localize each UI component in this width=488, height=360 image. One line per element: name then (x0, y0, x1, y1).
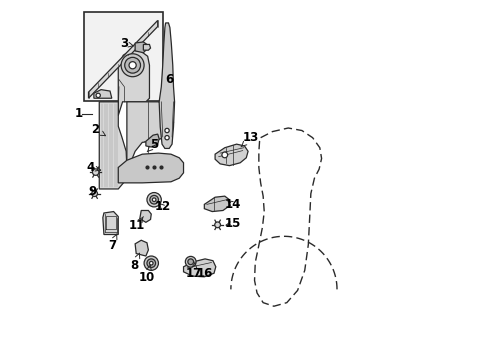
Circle shape (149, 261, 153, 265)
Text: 7: 7 (107, 233, 117, 252)
Circle shape (92, 191, 97, 197)
Polygon shape (135, 42, 147, 53)
Text: 15: 15 (224, 217, 241, 230)
Polygon shape (118, 153, 183, 183)
Circle shape (129, 62, 136, 69)
Circle shape (147, 259, 155, 267)
Text: 6: 6 (165, 73, 173, 86)
Polygon shape (183, 259, 215, 277)
Text: 4: 4 (87, 161, 101, 174)
Circle shape (152, 198, 156, 202)
Text: 14: 14 (224, 198, 241, 211)
Circle shape (164, 129, 169, 133)
Polygon shape (204, 196, 229, 212)
Circle shape (144, 256, 158, 270)
Circle shape (121, 54, 144, 77)
Text: 5: 5 (147, 138, 158, 152)
Text: 16: 16 (197, 267, 213, 280)
Text: 3: 3 (120, 37, 134, 50)
Polygon shape (145, 134, 159, 147)
Polygon shape (140, 211, 151, 222)
Circle shape (187, 259, 193, 265)
Text: 11: 11 (128, 217, 145, 233)
Circle shape (164, 135, 169, 140)
Text: 2: 2 (91, 123, 105, 136)
Circle shape (222, 152, 227, 158)
Text: 8: 8 (130, 253, 140, 272)
Circle shape (124, 57, 140, 73)
Polygon shape (126, 102, 173, 169)
Polygon shape (159, 23, 174, 148)
Text: 17: 17 (185, 262, 201, 280)
Polygon shape (99, 102, 126, 189)
Circle shape (149, 195, 158, 204)
Text: 1: 1 (75, 107, 82, 120)
Polygon shape (143, 44, 150, 50)
Text: 10: 10 (139, 265, 155, 284)
Text: 12: 12 (154, 201, 170, 213)
Polygon shape (88, 21, 158, 98)
Circle shape (96, 93, 100, 98)
Circle shape (147, 193, 161, 207)
FancyBboxPatch shape (83, 12, 163, 101)
Polygon shape (118, 50, 149, 116)
Polygon shape (215, 144, 247, 166)
Circle shape (92, 169, 99, 175)
Circle shape (185, 256, 196, 267)
Polygon shape (102, 212, 118, 234)
Polygon shape (135, 240, 148, 256)
Text: 13: 13 (241, 131, 259, 147)
Circle shape (214, 222, 220, 228)
Text: 9: 9 (88, 185, 96, 198)
Polygon shape (94, 90, 112, 98)
